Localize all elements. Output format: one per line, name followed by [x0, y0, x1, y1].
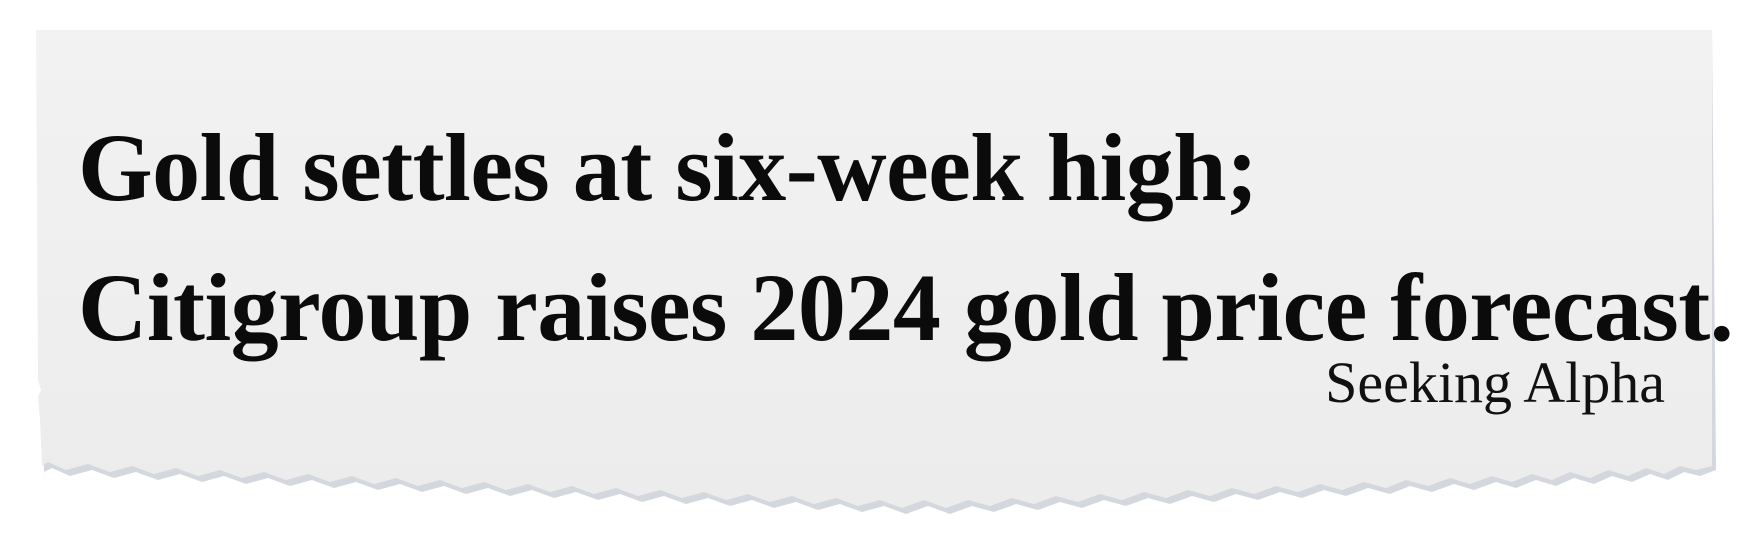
source-attribution: Seeking Alpha	[1325, 350, 1665, 415]
headline-line-1: Gold settles at six-week high;	[78, 114, 1258, 221]
headline-line-2: Citigroup raises 2024 gold price forecas…	[78, 254, 1734, 361]
headline: Gold settles at six-week high; Citigroup…	[78, 98, 1734, 378]
